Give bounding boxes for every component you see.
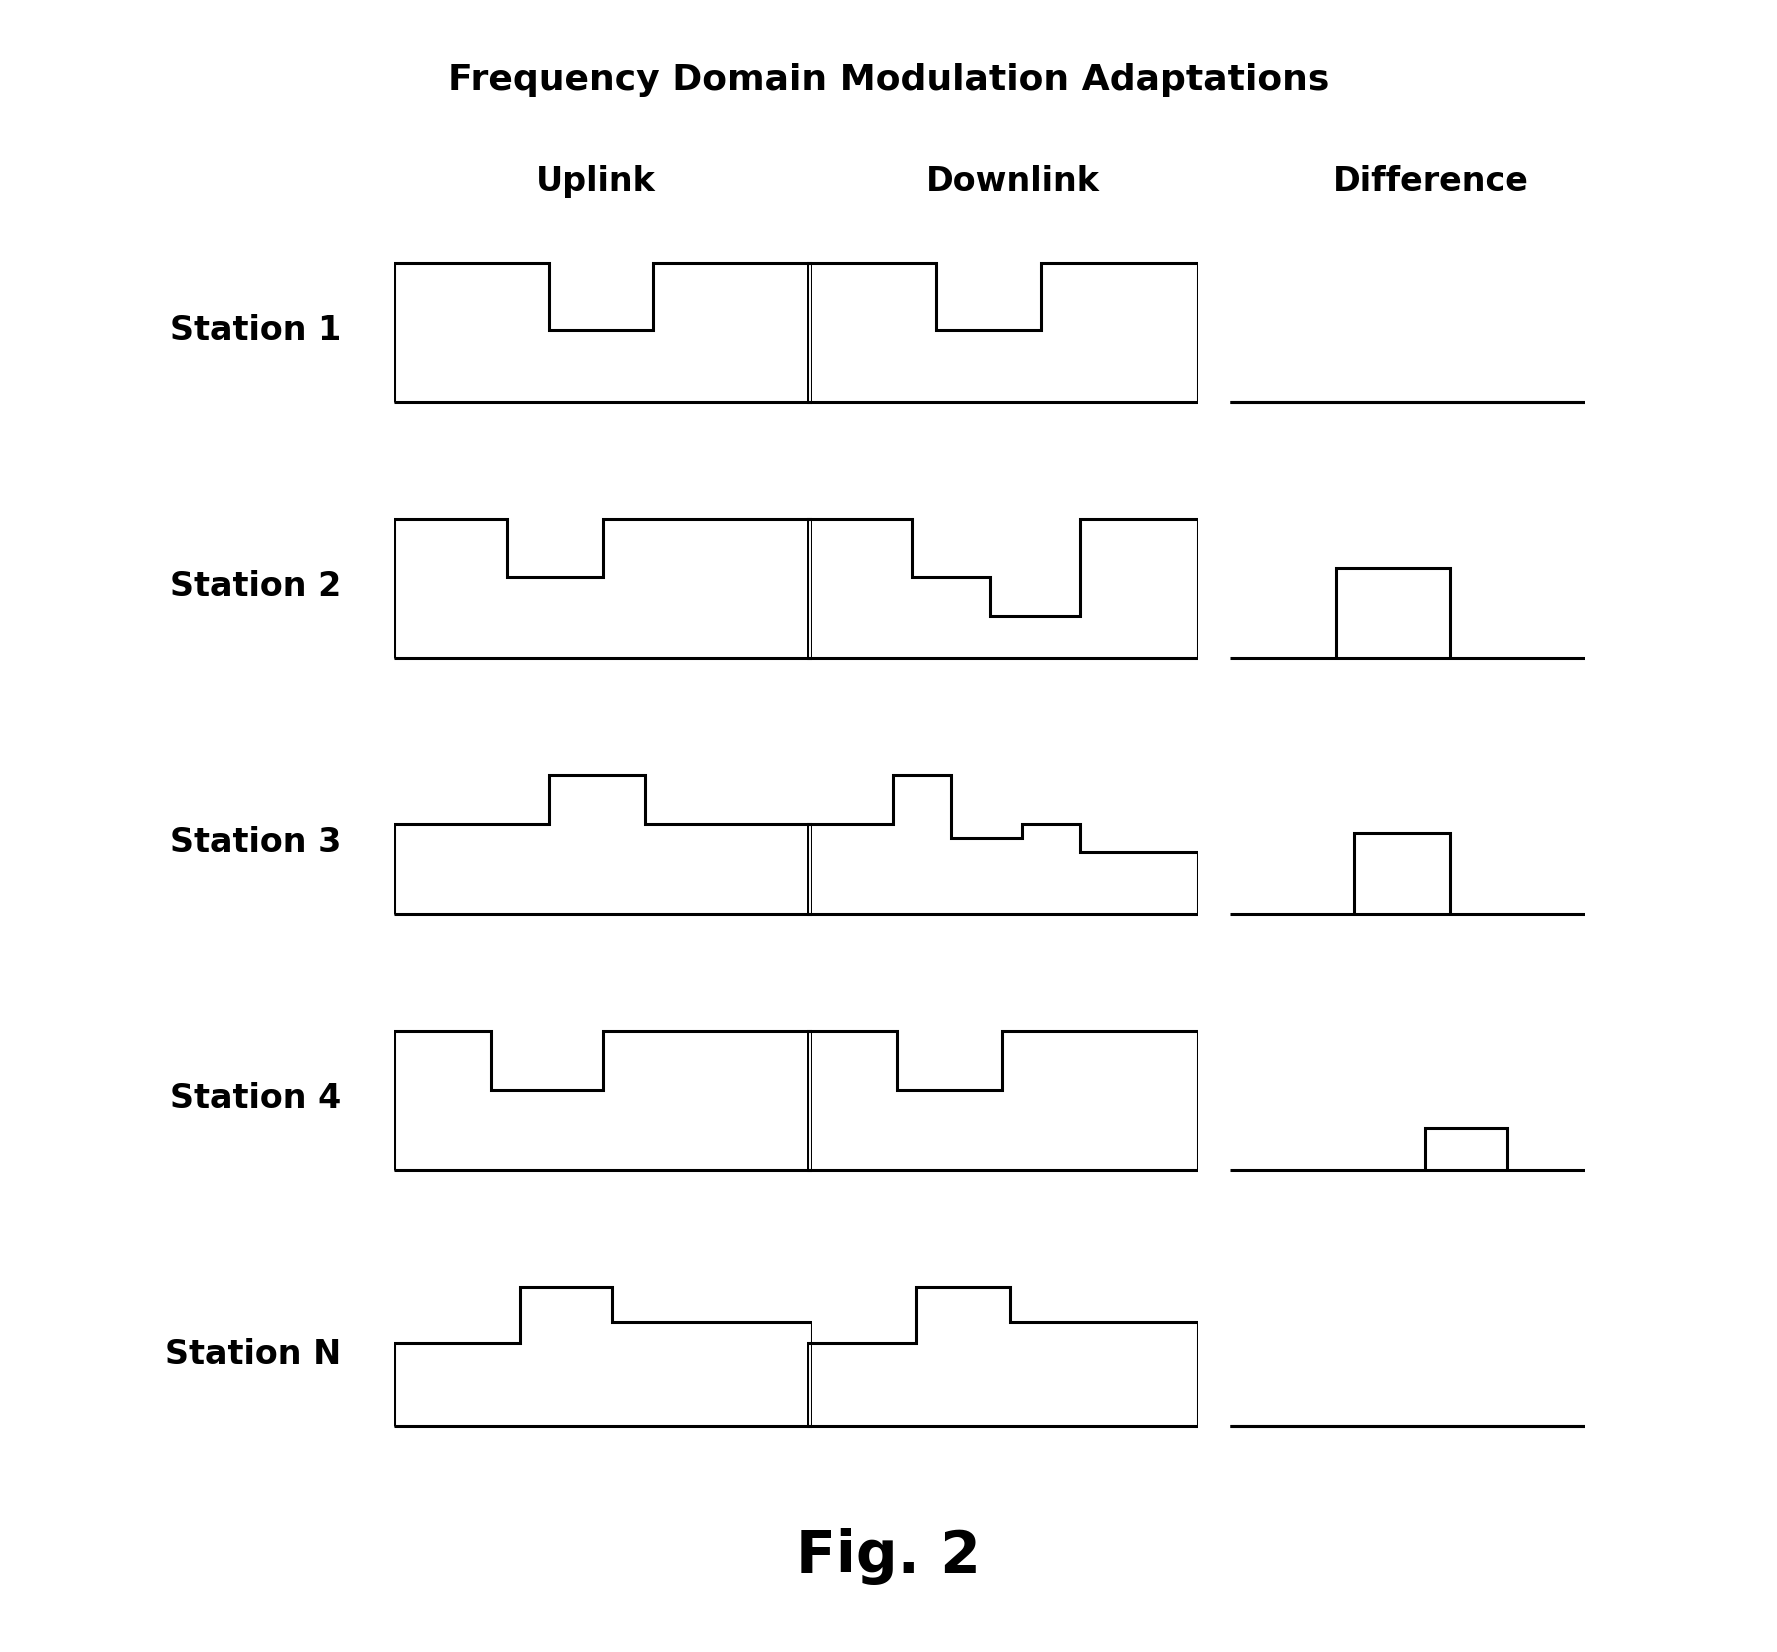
Text: Station 2: Station 2: [171, 570, 341, 603]
Text: Downlink: Downlink: [926, 165, 1100, 198]
Text: Station 4: Station 4: [171, 1082, 341, 1115]
Text: Uplink: Uplink: [535, 165, 656, 198]
Text: Difference: Difference: [1333, 165, 1528, 198]
Text: Station 1: Station 1: [171, 314, 341, 347]
Text: Frequency Domain Modulation Adaptations: Frequency Domain Modulation Adaptations: [448, 63, 1329, 97]
Text: Station N: Station N: [165, 1338, 341, 1371]
Text: Fig. 2: Fig. 2: [796, 1528, 981, 1584]
Text: Station 3: Station 3: [171, 826, 341, 859]
